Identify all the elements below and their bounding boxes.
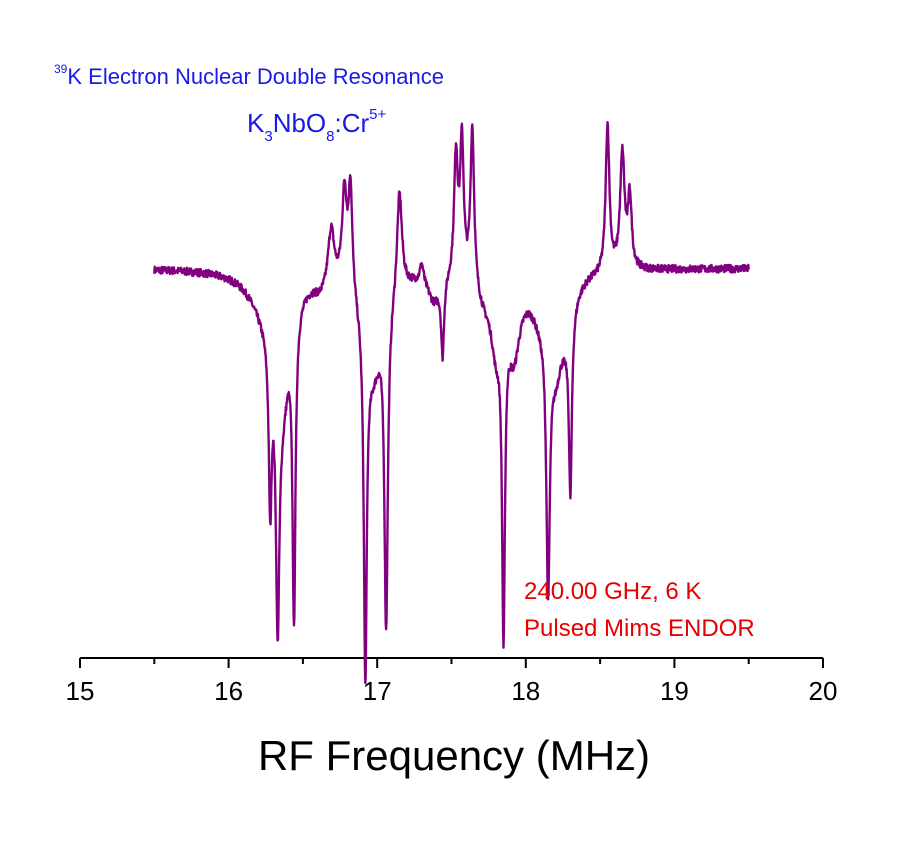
x-axis-label: RF Frequency (MHz) [257, 732, 651, 779]
subtitle-part-3: 8 [326, 128, 335, 145]
subtitle-part-2: NbO [272, 108, 327, 138]
x-tick-label: 18 [511, 676, 540, 706]
chart-title-line1: 39K Electron Nuclear Double Resonance [54, 62, 444, 90]
condition-annotation-2: Pulsed Mims ENDOR [524, 615, 755, 642]
spectrum-line [153, 120, 750, 685]
x-tick-label: 16 [214, 676, 243, 706]
x-axis: 15 16 17 18 19 20 [66, 657, 838, 706]
x-tick-label: 15 [66, 676, 95, 706]
condition-annotation-1: 240.00 GHz, 6 K [524, 578, 702, 605]
subtitle-part-4: :Cr [334, 108, 370, 138]
subtitle-part-0: K [247, 108, 265, 138]
subtitle-part-5: 5+ [369, 106, 387, 123]
chart-title-text: K Electron Nuclear Double Resonance [67, 64, 445, 89]
isotope-superscript: 39 [54, 62, 68, 76]
x-tick-label: 19 [660, 676, 689, 706]
x-tick-label: 20 [809, 676, 838, 706]
chart-subtitle: K3NbO8:Cr5+ [247, 106, 386, 145]
x-tick-label: 17 [363, 676, 392, 706]
subtitle-part-1: 3 [264, 128, 273, 145]
